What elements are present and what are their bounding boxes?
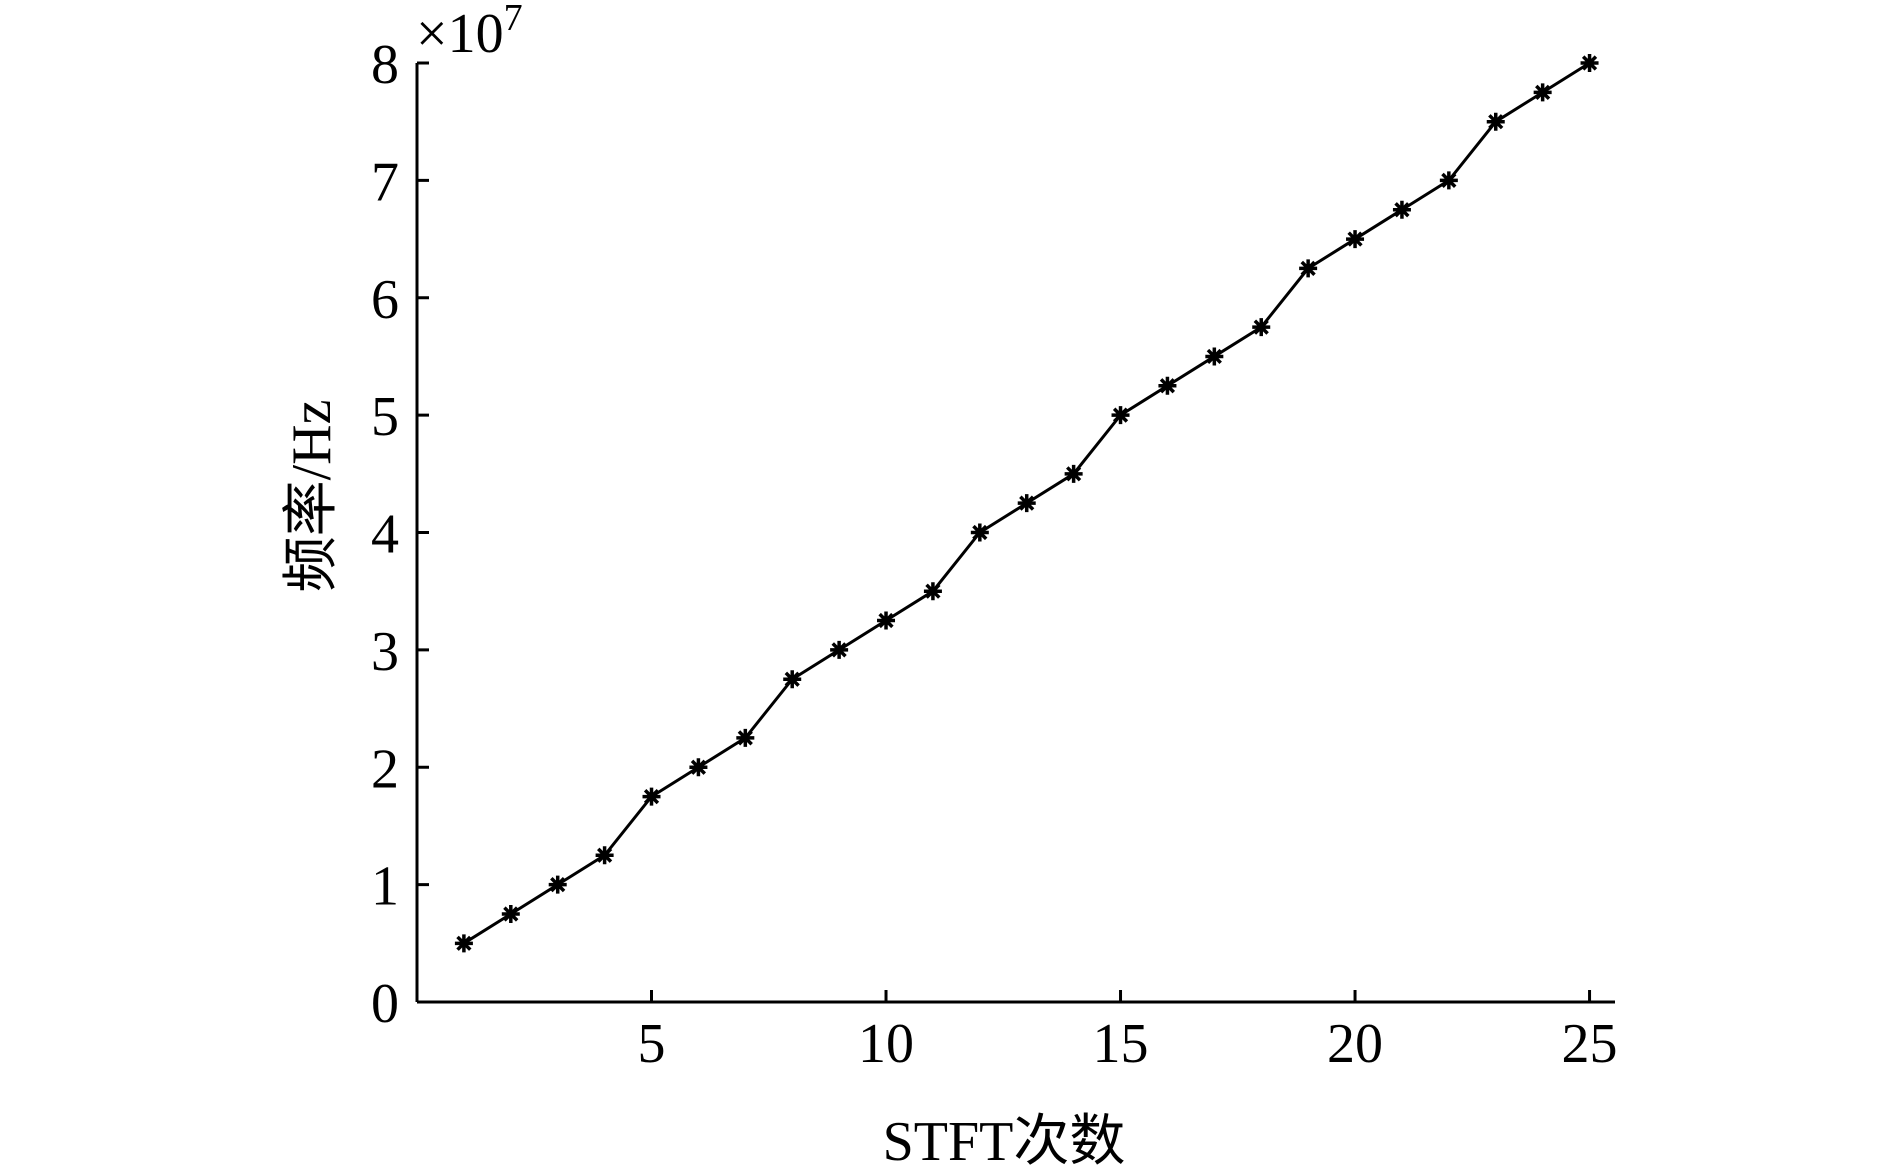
marker: [1580, 54, 1599, 72]
marker: [1486, 112, 1505, 131]
x-tick-label: 15: [1093, 1013, 1149, 1075]
marker: [736, 728, 755, 747]
x-axis-label: STFT次数: [883, 1111, 1126, 1170]
marker: [1299, 259, 1318, 278]
marker: [595, 846, 614, 865]
x-tick-label: 5: [638, 1013, 666, 1075]
marker: [689, 758, 708, 777]
y-tick-label: 0: [371, 973, 399, 1035]
y-tick-label: 3: [371, 621, 399, 683]
y-tick-label: 2: [371, 738, 399, 800]
y-exponent-power: 7: [504, 0, 523, 39]
marker: [1439, 171, 1458, 190]
y-tick-label: 1: [371, 856, 399, 918]
x-tick-label: 20: [1327, 1013, 1383, 1075]
marker: [1158, 376, 1177, 395]
marker: [1111, 406, 1130, 425]
y-axis-label: 频率/Hz: [281, 400, 343, 593]
y-tick-label: 5: [371, 386, 399, 448]
marker: [642, 787, 661, 806]
marker: [501, 904, 520, 923]
marker: [783, 670, 802, 689]
marker: [1533, 83, 1552, 102]
marker: [970, 523, 989, 542]
y-tick-label: 7: [371, 151, 399, 213]
marker: [1017, 494, 1036, 513]
marker: [923, 582, 942, 601]
y-exponent: ×107: [416, 0, 523, 65]
marker: [1392, 200, 1411, 219]
y-tick-label: 6: [371, 269, 399, 331]
marker: [454, 934, 473, 953]
marker: [1252, 318, 1271, 337]
y-tick-label: 4: [371, 504, 399, 566]
x-tick-label: 10: [858, 1013, 914, 1075]
y-tick-label: 8: [371, 34, 399, 96]
x-tick-label: 25: [1562, 1013, 1618, 1075]
marker: [1346, 230, 1365, 249]
y-exponent-base: ×10: [416, 3, 504, 65]
marker: [548, 875, 567, 894]
marker: [830, 640, 849, 659]
marker: [1205, 347, 1224, 366]
marker: [877, 611, 896, 630]
marker: [1064, 464, 1083, 483]
